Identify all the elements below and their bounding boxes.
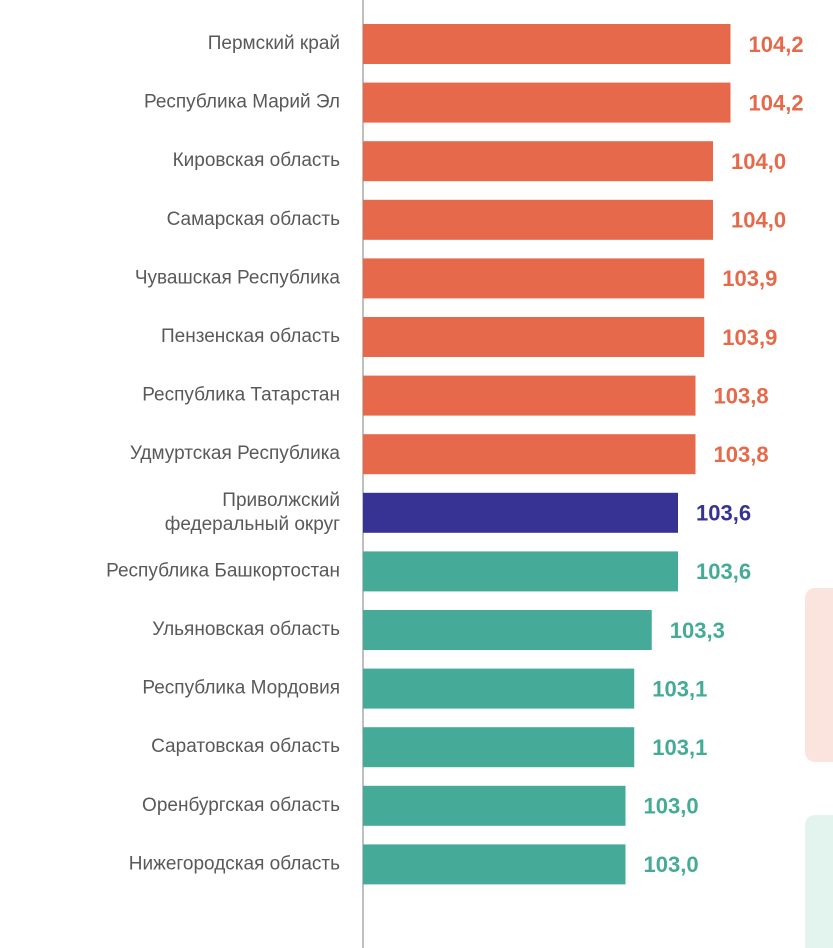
category-label: Чувашская Республика: [135, 267, 341, 288]
category-label: Пермский край: [208, 33, 340, 54]
bar: [363, 785, 626, 826]
category-label: Пензенская область: [161, 326, 340, 347]
category-label: Республика Башкортостан: [106, 560, 340, 581]
category-label: Приволжский федеральный округ: [165, 490, 340, 535]
category-label: Самарская область: [167, 209, 341, 230]
category-label: Ульяновская область: [152, 619, 340, 640]
bar: [363, 82, 731, 123]
bar: [363, 258, 705, 299]
value-label: 103,1: [652, 676, 707, 701]
bar: [363, 434, 696, 475]
value-label: 103,6: [696, 501, 751, 526]
value-label: 103,1: [652, 735, 707, 760]
value-label: 103,9: [722, 266, 777, 291]
value-label: 103,8: [714, 442, 769, 467]
category-label: Нижегородская область: [129, 853, 340, 874]
category-label: Республика Марий Эл: [144, 92, 340, 113]
value-label: 103,3: [670, 618, 725, 643]
value-label: 104,0: [731, 149, 786, 174]
bar: [363, 375, 696, 416]
value-label: 104,0: [731, 208, 786, 233]
category-label: Республика Мордовия: [142, 678, 340, 699]
bar: [363, 727, 635, 768]
category-label: Саратовская область: [151, 736, 340, 757]
value-label: 103,6: [696, 559, 751, 584]
bar: [363, 551, 678, 592]
side-panel: [805, 588, 833, 762]
value-label: 104,2: [749, 90, 804, 115]
value-label: 103,9: [722, 325, 777, 350]
category-label: Республика Татарстан: [142, 385, 340, 406]
bar: [363, 668, 635, 709]
category-label: Удмуртская Республика: [130, 443, 341, 464]
category-label: Оренбургская область: [142, 795, 340, 816]
bar: [363, 492, 678, 533]
category-label: Кировская область: [173, 150, 341, 171]
bar: [363, 844, 626, 885]
side-panel: [805, 815, 833, 948]
value-label: 103,8: [714, 383, 769, 408]
bar: [363, 317, 705, 357]
bar: [363, 24, 731, 64]
value-label: 103,0: [644, 794, 699, 819]
bar: [363, 610, 652, 650]
bar: [363, 141, 713, 182]
value-label: 104,2: [749, 32, 804, 57]
bar: [363, 199, 713, 240]
value-label: 103,0: [644, 852, 699, 877]
